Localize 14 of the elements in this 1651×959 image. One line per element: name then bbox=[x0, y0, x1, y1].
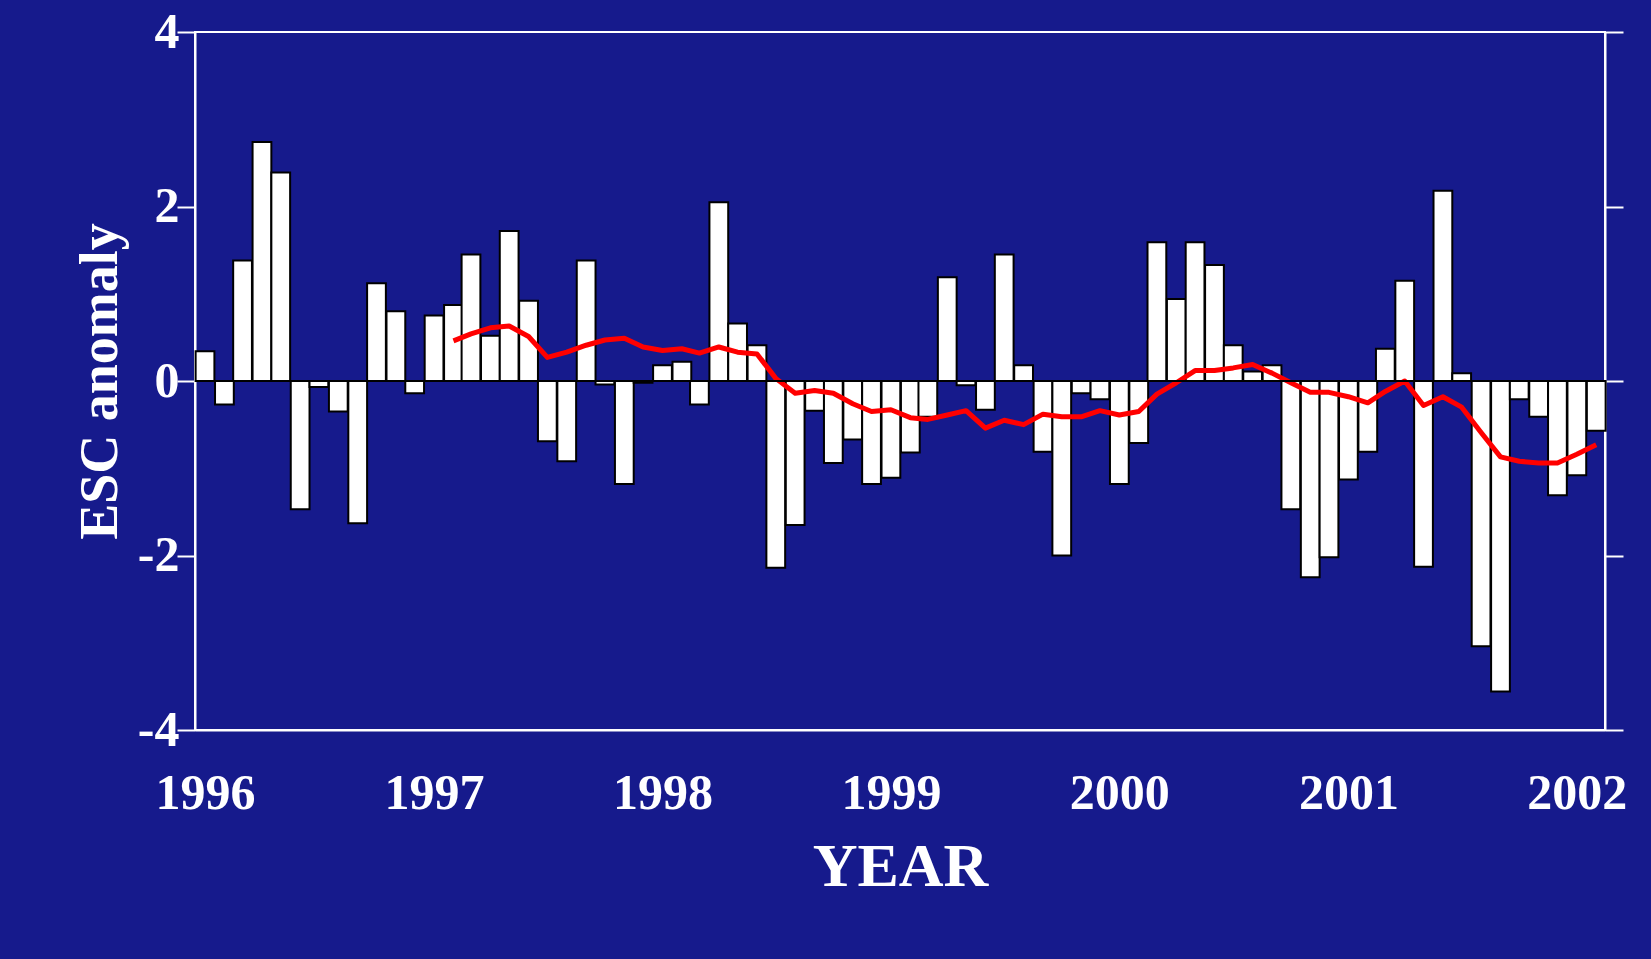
y-tick-label: -4 bbox=[137, 700, 180, 757]
x-tick-label: 1998 bbox=[613, 763, 713, 820]
y-tick-label: 0 bbox=[154, 351, 180, 408]
y-tick-label: 4 bbox=[154, 2, 180, 59]
x-tick-label: 2000 bbox=[1069, 763, 1170, 820]
x-axis-title: YEAR bbox=[812, 830, 990, 899]
x-tick-label: 1999 bbox=[841, 763, 942, 820]
x-tick-label: 2002 bbox=[1527, 763, 1628, 820]
y-axis-title: ESC anomaly bbox=[68, 223, 129, 540]
y-tick-label: -2 bbox=[137, 526, 180, 582]
y-tick-label: 2 bbox=[154, 177, 180, 233]
x-tick-label: 2001 bbox=[1298, 763, 1399, 820]
x-tick-label: 1997 bbox=[384, 763, 485, 820]
x-tick-label: 1996 bbox=[155, 763, 256, 820]
